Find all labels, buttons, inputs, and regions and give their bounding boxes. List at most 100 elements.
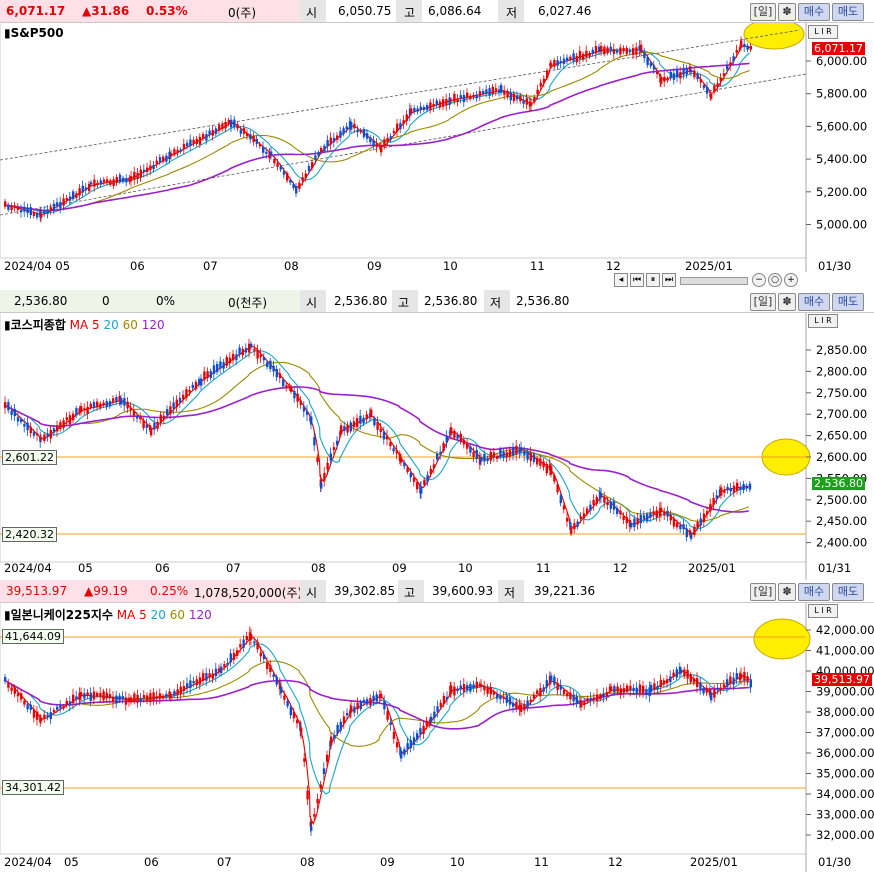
- candle-body: [232, 353, 235, 361]
- candle-body: [316, 457, 319, 462]
- candle-body: [269, 665, 272, 672]
- candle-body: [121, 696, 124, 699]
- candle-body: [592, 697, 596, 701]
- candle-body: [330, 736, 333, 746]
- candle-body: [211, 130, 214, 136]
- x-tick-label: 12: [606, 259, 621, 273]
- zoom-out-icon[interactable]: −: [752, 273, 766, 287]
- candle-body: [353, 706, 356, 713]
- candle-body: [559, 495, 562, 504]
- candle-body: [39, 717, 42, 723]
- candle-body: [743, 672, 746, 681]
- sell-button[interactable]: 매도: [832, 293, 864, 311]
- candle-body: [706, 511, 709, 515]
- x-tick-label: 10: [458, 561, 473, 575]
- candle-body: [313, 813, 316, 817]
- candle-body: [176, 149, 179, 154]
- candle-body: [224, 121, 227, 129]
- change-pct: 0.53%: [146, 4, 188, 18]
- candle-body: [75, 696, 78, 700]
- candle-body: [453, 430, 456, 438]
- settings-gear-icon[interactable]: ✽: [778, 3, 796, 21]
- candle-body: [139, 416, 142, 420]
- candle-body: [446, 696, 449, 700]
- candle-body: [139, 698, 142, 702]
- candle-body: [619, 47, 622, 55]
- candle-body: [372, 695, 375, 702]
- candle-body: [732, 56, 735, 62]
- candle-body: [149, 165, 152, 171]
- change-pct: 0%: [156, 294, 176, 308]
- candle-body: [408, 108, 412, 116]
- scroll-end-icon[interactable]: ⏭: [662, 273, 676, 287]
- candle-body: [582, 53, 585, 60]
- candle-body: [56, 426, 59, 432]
- candle-body: [222, 362, 225, 369]
- candle-body: [640, 44, 643, 53]
- period-day-button[interactable]: [일]: [750, 583, 776, 601]
- candle-body: [679, 524, 682, 530]
- candle-body: [635, 687, 638, 693]
- zoom-in-icon[interactable]: +: [784, 273, 798, 287]
- candle-body: [56, 202, 59, 206]
- candle-body: [619, 510, 622, 515]
- zoom-slider[interactable]: [680, 277, 748, 285]
- y-tick-label: 5,000.00: [816, 218, 867, 232]
- settings-gear-icon[interactable]: ✽: [778, 293, 796, 311]
- candle-body: [515, 701, 518, 709]
- lir-toggle[interactable]: L I R: [808, 604, 838, 618]
- candle-body: [652, 511, 655, 515]
- candle-body: [498, 89, 501, 93]
- candle-body: [89, 403, 92, 408]
- candle-body: [214, 128, 218, 134]
- candle-body: [529, 452, 532, 461]
- lir-toggle[interactable]: L I R: [808, 314, 838, 328]
- candle-body: [380, 145, 383, 153]
- lir-toggle[interactable]: L I R: [808, 25, 838, 39]
- candle-body: [539, 688, 542, 697]
- candle-body: [115, 396, 118, 403]
- candle-body: [288, 385, 291, 389]
- scroll-start-icon[interactable]: ⏮: [630, 273, 644, 287]
- sell-button[interactable]: 매도: [832, 583, 864, 601]
- candle-body: [275, 369, 278, 378]
- x-tick-label: 2025/01: [690, 855, 738, 869]
- candle-body: [429, 102, 432, 111]
- buy-button[interactable]: 매수: [798, 293, 830, 311]
- candle-body: [582, 513, 586, 519]
- candle-body: [319, 784, 322, 789]
- candle-body: [279, 166, 282, 170]
- candle-body: [702, 513, 706, 523]
- candle-body: [10, 205, 13, 211]
- settings-gear-icon[interactable]: ✽: [778, 583, 796, 601]
- candle-body: [562, 505, 566, 510]
- candle-body: [672, 518, 676, 527]
- candle-body: [436, 453, 439, 460]
- candle-body: [369, 697, 372, 706]
- candle-body: [68, 701, 72, 706]
- buy-button[interactable]: 매수: [798, 3, 830, 21]
- y-tick-label: 5,400.00: [816, 152, 867, 166]
- candle-body: [662, 680, 666, 685]
- candle-body: [223, 664, 226, 668]
- candle-body: [359, 415, 362, 424]
- candle-body: [426, 105, 429, 111]
- candle-body: [553, 60, 556, 67]
- sell-button[interactable]: 매도: [832, 3, 864, 21]
- candle-body: [123, 397, 126, 406]
- scroll-left-icon[interactable]: ◂: [614, 273, 628, 287]
- period-day-button[interactable]: [일]: [750, 3, 776, 21]
- candle-body: [86, 692, 89, 696]
- candle-body: [726, 486, 729, 491]
- period-day-button[interactable]: [일]: [750, 293, 776, 311]
- candle-body: [93, 179, 96, 187]
- pause-icon[interactable]: ⏸: [646, 273, 660, 287]
- candle-body: [526, 700, 529, 708]
- zoom-reset-icon[interactable]: ○: [768, 273, 782, 287]
- candle-body: [99, 403, 102, 408]
- candle-body: [686, 669, 689, 679]
- candle-body: [599, 694, 602, 700]
- candle-body: [239, 644, 242, 648]
- candle-body: [659, 679, 662, 688]
- buy-button[interactable]: 매수: [798, 583, 830, 601]
